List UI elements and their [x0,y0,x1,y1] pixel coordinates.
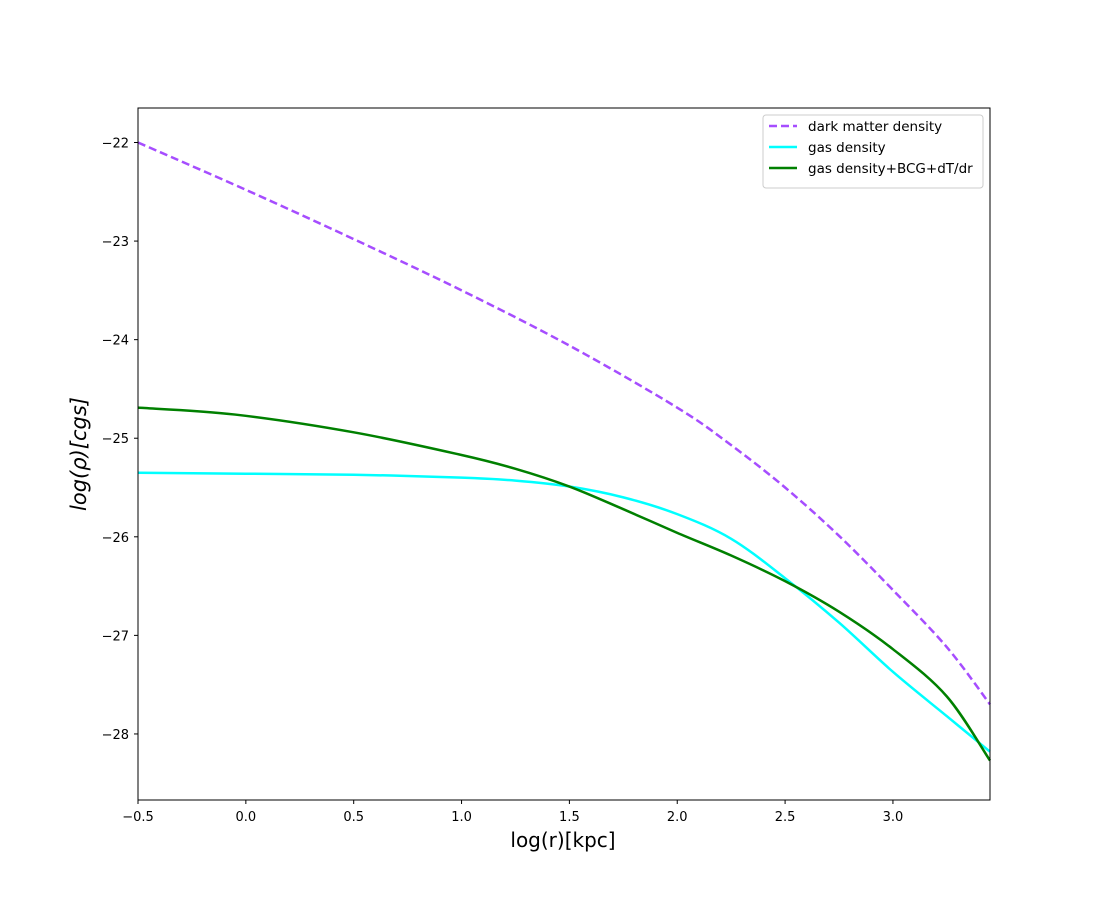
x-axis: −0.5 0.0 0.5 1.0 1.5 2.0 2.5 3.0 [122,800,903,825]
y-tick-label: −22 [102,137,129,152]
legend-label-gas-density: gas density [808,140,886,156]
x-tick-label: 2.0 [667,810,688,825]
legend-label-dark-matter-density: dark matter density [808,119,942,135]
y-tick-label: −23 [102,235,129,250]
plot-area-frame [137,107,991,801]
x-tick-label: 1.5 [559,810,580,825]
y-tick-label: −27 [102,629,129,644]
x-tick-label: −0.5 [122,810,154,825]
legend-label-gas-density-bcg-dt-dr: gas density+BCG+dT/dr [808,161,973,177]
y-tick-label: −24 [102,334,129,349]
x-tick-label: 0.5 [343,810,364,825]
x-tick-label: 2.5 [775,810,796,825]
legend: dark matter density gas density gas densit… [762,114,984,189]
x-tick-label: 0.0 [236,810,257,825]
legend-box [762,114,984,189]
x-tick-label: 1.0 [451,810,472,825]
y-axis: −22 −23 −24 −25 −26 −27 −28 [102,137,138,743]
y-tick-label: −28 [102,728,129,743]
series-line-gas-density-bcg-dt-dr [137,406,992,762]
y-tick-label: −26 [102,531,129,546]
x-axis-label: log(r)[kpc] [510,828,615,852]
series-line-gas-density [137,471,991,753]
series-line-dark-matter-density [137,141,991,706]
y-axis-label: log(ρ)[cgs] [67,397,91,511]
y-tick-label: −25 [102,432,129,447]
series-layer [137,141,992,762]
x-tick-label: 3.0 [883,810,904,825]
